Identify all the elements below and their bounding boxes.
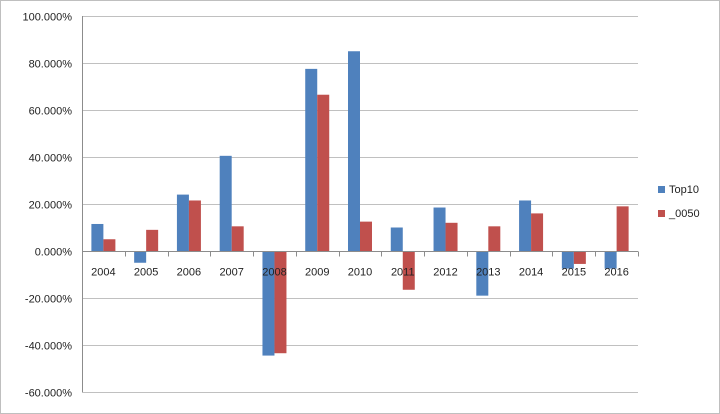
bar-top10-2006 <box>176 194 189 251</box>
bar-top10-2010 <box>348 51 360 251</box>
bar-0050-2011 <box>402 251 415 290</box>
y-tick-label: -40.000% <box>25 341 72 353</box>
bar-top10-2009 <box>305 68 318 251</box>
x-category-label: 2006 <box>177 267 201 279</box>
y-tick-label: 40.000% <box>29 153 73 165</box>
bar-top10-2008 <box>262 251 275 356</box>
bar-top10-2015 <box>561 251 574 269</box>
bar-0050-2008 <box>274 251 287 354</box>
bar-0050-2007 <box>231 226 244 251</box>
x-category-label: 2016 <box>604 267 628 279</box>
bar-0050-2006 <box>188 200 201 251</box>
bar-top10-2012 <box>433 207 446 251</box>
bar-top10-2016 <box>604 251 617 269</box>
x-category-label: 2010 <box>348 267 372 279</box>
x-category-label: 2015 <box>562 267 586 279</box>
x-category-label: 2005 <box>134 267 158 279</box>
bar-0050-2014 <box>531 213 544 251</box>
bar-top10-2004 <box>91 223 104 251</box>
legend-label: _0050 <box>668 208 700 220</box>
x-axis <box>82 16 639 392</box>
x-axis-category-labels: 2004 2005 2006 2007 2008 2009 2010 2011 2012 2013… <box>91 267 629 279</box>
x-category-label: 2008 <box>262 267 286 279</box>
bar-0050-2004 <box>103 239 116 251</box>
y-tick-label: 100.000% <box>22 12 72 24</box>
x-category-label: 2004 <box>91 267 115 279</box>
bar-top10-2011 <box>390 227 403 251</box>
x-category-label: 2013 <box>476 267 500 279</box>
legend: Top10 _0050 <box>658 184 700 220</box>
x-category-label: 2007 <box>219 267 243 279</box>
bar-0050-2015 <box>573 251 586 264</box>
bar-0050-2012 <box>445 222 458 251</box>
legend-label: Top10 <box>669 184 699 196</box>
x-category-label: 2014 <box>519 267 543 279</box>
bars <box>91 51 629 356</box>
bar-0050-2010 <box>360 221 372 251</box>
x-category-label: 2012 <box>433 267 457 279</box>
bar-top10-2007 <box>219 155 232 251</box>
y-tick-label: 60.000% <box>29 106 73 118</box>
bar-top10-2013 <box>476 251 489 296</box>
y-tick-label: 0.000% <box>35 247 73 259</box>
x-category-label: 2011 <box>391 267 415 279</box>
bar-top10-2005 <box>134 251 147 263</box>
y-tick-label: -20.000% <box>25 294 72 306</box>
legend-swatch <box>658 210 665 217</box>
bar-0050-2016 <box>616 206 629 251</box>
x-category-label: 2009 <box>305 267 329 279</box>
y-axis-tick-labels: 100.000% 80.000% 60.000% 40.000% 20.000% 0.00… <box>22 12 72 400</box>
legend-swatch <box>658 186 665 193</box>
y-tick-label: 20.000% <box>29 200 73 212</box>
bar-0050-2013 <box>488 226 501 251</box>
y-tick-label: 80.000% <box>29 59 73 71</box>
bar-0050-2005 <box>146 229 159 251</box>
y-tick-label: -60.000% <box>25 388 72 400</box>
bar-top10-2014 <box>519 200 532 251</box>
bar-0050-2009 <box>317 94 330 251</box>
